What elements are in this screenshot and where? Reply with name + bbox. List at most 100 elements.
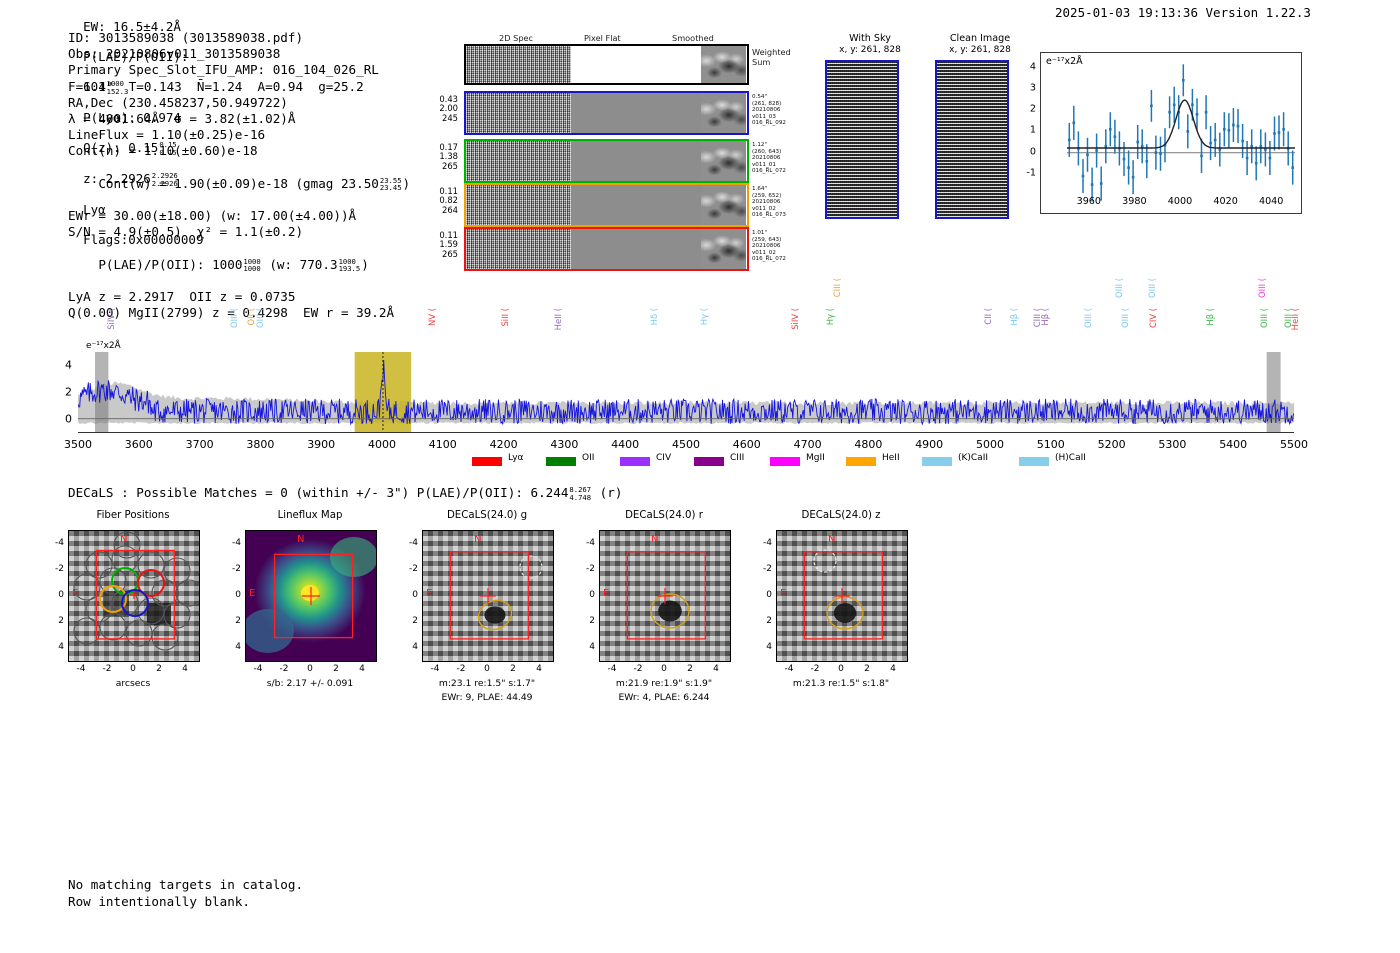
cutout-xtick: 4: [536, 664, 542, 674]
decals-overlay: [626, 551, 706, 640]
info-ewr: EWr = 30.00(±18.00) (w: 17.00(±4.00))Å: [68, 208, 357, 224]
fiber-row-values: 0.43 2.00 245: [424, 94, 458, 123]
fitplot-svg: [1067, 64, 1295, 202]
header-plae-range: 1000 152.3: [106, 78, 129, 96]
emission-line-label: Hβ (: [1009, 308, 1020, 326]
cutout-image: [245, 530, 377, 662]
cutout-panel: DECaLS(24.0) r N E -4 -2 0 2 4 4 2 0 -2 -4 m:21.9 re…: [586, 510, 731, 703]
info-lineflux: LineFlux = 1.10(±0.25)e-16: [68, 127, 266, 143]
full-spectrum-plot: [77, 352, 1295, 433]
fiber-meta-line: v011_01: [752, 161, 776, 168]
fiber-meta-line: 016_RL_092: [752, 120, 786, 127]
emission-line-label: CII (: [982, 308, 993, 325]
cutout-panel: Fiber Positions N E -4 -2 0 2 4 4 2 0-: [55, 510, 200, 689]
legend-label: MgII: [806, 453, 825, 463]
info-cont-w-close: ): [402, 175, 411, 191]
cutout-ytick: -2: [55, 564, 64, 574]
info-sn: S/N = 4.9(±0.5) χ² = 1.1(±0.2): [68, 224, 304, 240]
info-lambda: λ = 4001.64Å σ = 3.82(±1.02)Å: [68, 111, 296, 127]
info-plae-post: ): [361, 256, 369, 272]
cutout-xtick: -4: [784, 664, 794, 674]
header-z: z: 2.2926: [83, 171, 151, 187]
header-qz: Q(z): 0.15: [83, 140, 159, 156]
cutout-panel: Lineflux Map N E -4 -2 0 2 4 4 2 0 -2 -4 s/b: 2.17 +…: [232, 510, 377, 689]
emission-line-label: NV (: [426, 308, 437, 326]
emission-line-label: Hβ (: [1205, 308, 1216, 326]
with-sky-image: [825, 60, 899, 219]
fiber-row: [464, 139, 749, 183]
emission-line-label: OIII (: [1257, 278, 1268, 298]
cutout-panel: DECaLS(24.0) g N E -4 -2 0 2 4 4 2 0 -2 -4 m:23.1 re…: [409, 510, 554, 703]
info-cont-w: Cont(w) = 1.90(±0.09)e-18 (gmag 23.50 23.…: [68, 160, 410, 209]
legend-swatch: [922, 457, 952, 466]
legend-label: (K)CaII: [958, 453, 989, 463]
cutout-ytick: 0: [58, 590, 64, 600]
legend-label: Lyα: [508, 453, 524, 463]
decals-header-band: (r): [599, 485, 623, 500]
fiber-row-values: 0.17 1.38 265: [424, 142, 458, 171]
compass-east-label: E: [780, 588, 787, 599]
weighted-sum-label-2: Sum: [752, 57, 771, 67]
legend-swatch: [472, 457, 502, 466]
spectrum-xtick: 4000: [368, 438, 396, 451]
timestamp: 2025-01-03 19:13:36 Version 1.22.3: [1055, 5, 1311, 20]
spectrum-xtick: 3500: [64, 438, 92, 451]
cutout-image: [776, 530, 908, 662]
cutout-ytick: -4: [232, 538, 241, 548]
fiber-meta-line: 20210806: [752, 243, 781, 250]
cutout-ytick: -2: [763, 564, 772, 574]
fiber-meta-line: 016_RL_072: [752, 168, 786, 175]
cutout-xtick: 0: [838, 664, 844, 674]
fitplot-ytick: 1: [1029, 124, 1036, 136]
fiber-value: 265: [442, 248, 458, 259]
spectrum-ytick: 4: [65, 358, 72, 372]
fiber-value: 0.43: [439, 94, 458, 104]
fitplot-xtick: 3960: [1076, 196, 1102, 207]
cutout-ytick: -4: [586, 538, 595, 548]
emission-line-label: OIII (: [1146, 278, 1157, 298]
legend-swatch: [770, 457, 800, 466]
compass-east-label: E: [72, 588, 79, 599]
fiber-positions-overlay: [73, 531, 199, 651]
spectrum-xtick: 4600: [732, 438, 761, 451]
spectrum-xtick: 5200: [1097, 438, 1126, 451]
cutout-caption: m:21.9 re:1.9" s:1.9": [615, 678, 713, 689]
spectrum-xtick: 4300: [550, 438, 579, 451]
fiber-2dspec-image: [466, 141, 571, 181]
cutout-xtick: 0: [307, 664, 313, 674]
fiber-row: [464, 227, 749, 271]
emission-line-label: Hγ (: [699, 308, 710, 326]
fiber-value: 0.17: [439, 142, 458, 152]
cutout-caption-secondary: EWr: 9, PLAE: 44.49: [441, 692, 533, 703]
cleanimage-title: Clean Image: [949, 33, 1011, 44]
cutout-xtick: -2: [279, 664, 289, 674]
fitplot-ytick: 2: [1029, 103, 1036, 115]
info-primary-spec: Primary Spec_Slot_IFU_AMP: 016_104_026_R…: [68, 62, 379, 78]
emission-line-label: OIII (: [1113, 278, 1124, 298]
fiber-meta-line: 1.64": [752, 186, 768, 192]
cutout-image: [599, 530, 731, 662]
col-title-smoothed: Smoothed: [672, 33, 714, 43]
header-qz-range: 0.15 0.15: [159, 140, 177, 157]
info-seeing: F=1.4" T=0.143 N̄=1.24 A=0.94 g=25.2: [68, 78, 364, 94]
spectrum-xtick: 5400: [1219, 438, 1248, 451]
cutout-xtick: 2: [687, 664, 693, 674]
info-mgii: Q(0.00) MgII(2799) z = 0.4298 EW r = 39.…: [68, 305, 395, 321]
cutout-xtick: 0: [130, 664, 136, 674]
fiber-value: 245: [442, 112, 458, 123]
cutout-xtick: -4: [607, 664, 617, 674]
spectrum-ytick: 0: [65, 412, 72, 426]
legend-swatch: [546, 457, 576, 466]
fitplot-units-annotation: e⁻¹⁷x2Å: [1046, 56, 1083, 67]
cutout-xtick: -2: [102, 664, 112, 674]
cutout-xtick: 2: [156, 664, 162, 674]
info-gmag-range: 23.55 23.45: [379, 175, 402, 193]
decals-header-text: DECaLS : Possible Matches = 0 (within +/…: [68, 485, 569, 500]
fiber-meta-line: 0.54": [752, 94, 768, 100]
full-spectrum-svg: [77, 352, 1295, 432]
legend-label: OII: [582, 453, 595, 463]
compass-east-label: E: [249, 588, 256, 599]
footer-line-1: No matching targets in catalog.: [68, 877, 304, 892]
cutout-ytick: 2: [766, 616, 772, 626]
cutout-ytick: -4: [55, 538, 64, 548]
